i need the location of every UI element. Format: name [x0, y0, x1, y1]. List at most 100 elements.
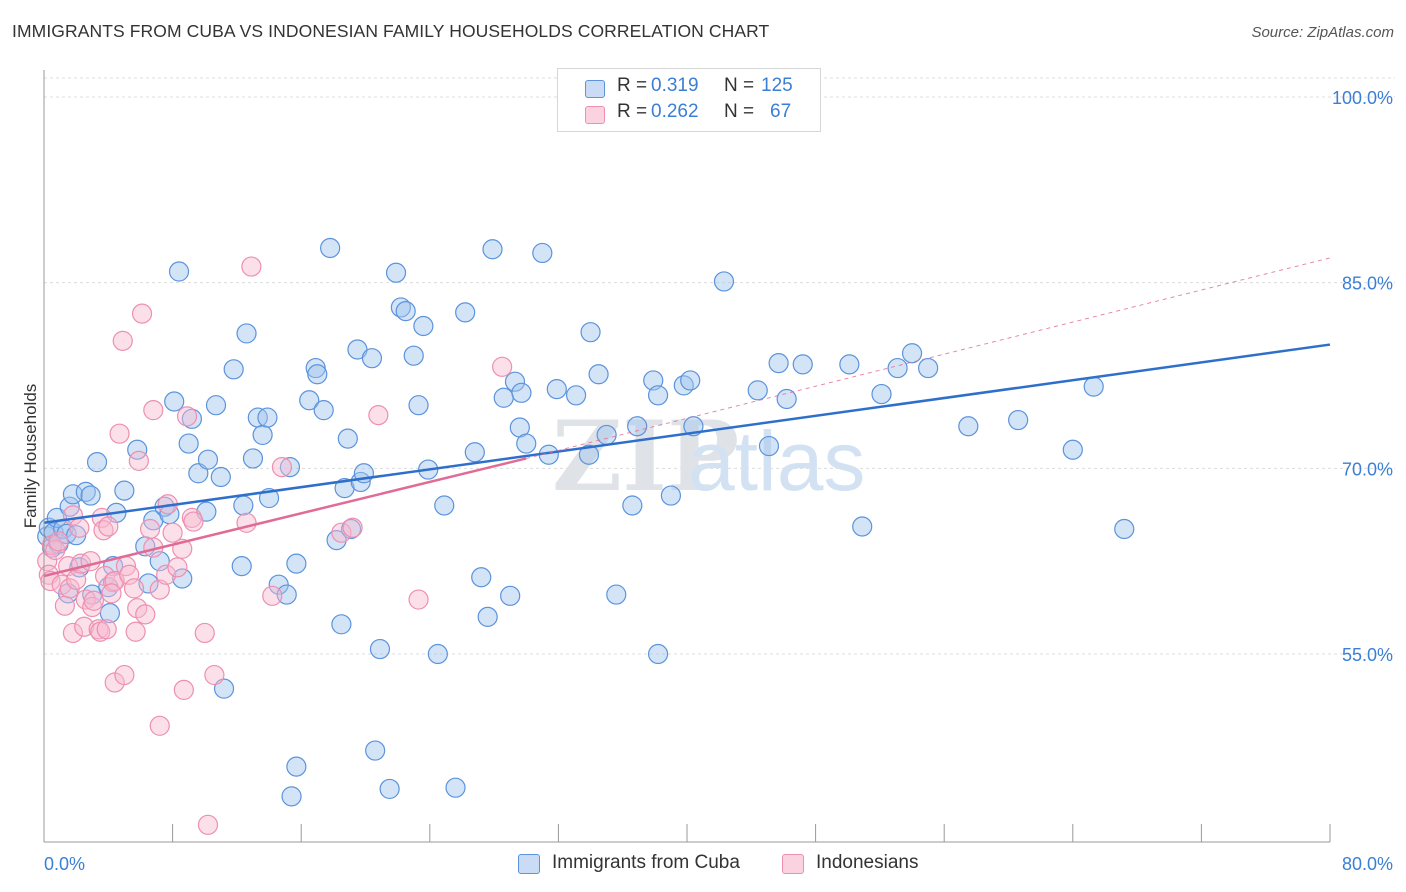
point-indonesians	[204, 664, 225, 686]
trendline-indonesians	[43, 457, 527, 578]
point-cuba	[713, 271, 735, 292]
bottom-legend-label: Immigrants from Cuba	[552, 852, 740, 873]
point-cuba	[281, 786, 302, 807]
point-cuba	[493, 387, 514, 408]
bottom-legend-swatch-blue	[518, 854, 540, 874]
legend-n-label: N =	[724, 75, 755, 96]
point-cuba	[361, 348, 383, 369]
point-indonesians	[101, 583, 122, 604]
point-cuba	[871, 383, 892, 405]
legend-box: R = 0.319 N = 125 R = 0.262 N = 67	[557, 68, 821, 132]
trendline-cuba	[43, 343, 1331, 525]
point-indonesians	[96, 619, 117, 640]
trend-layer	[43, 257, 1331, 578]
point-indonesians	[408, 589, 429, 610]
legend-n-value: 67	[770, 101, 792, 122]
point-indonesians	[162, 522, 183, 543]
x-tick-label: 0.0%	[44, 854, 85, 874]
legend-r-value: 0.262	[651, 101, 699, 122]
point-cuba	[286, 553, 307, 574]
legend-r-label: R =	[617, 101, 648, 122]
point-indonesians	[156, 564, 177, 585]
point-cuba	[80, 485, 101, 506]
point-cuba	[337, 428, 358, 449]
point-cuba	[62, 484, 84, 505]
point-indonesians	[342, 517, 363, 538]
point-cuba	[385, 262, 407, 283]
point-cuba	[379, 778, 400, 800]
point-cuba	[434, 495, 455, 516]
point-cuba	[1114, 518, 1135, 540]
point-cuba	[578, 444, 600, 465]
point-indonesians	[109, 423, 130, 444]
bottom-legend-swatch-pink	[782, 854, 804, 874]
y-tick-label: 85.0%	[1342, 274, 1393, 294]
legend-row-indonesians: R = 0.262 N = 67	[558, 101, 820, 127]
point-cuba	[482, 239, 503, 260]
point-cuba	[205, 395, 227, 416]
point-cuba	[643, 370, 664, 391]
watermark-zip: ZIP	[552, 400, 739, 513]
point-cuba	[395, 301, 416, 322]
point-cuba	[365, 740, 386, 761]
legend-row-cuba: R = 0.319 N = 125	[558, 75, 820, 101]
point-indonesians	[69, 517, 90, 538]
points-layer	[37, 237, 1135, 835]
point-cuba	[320, 237, 341, 259]
point-cuba	[99, 603, 121, 624]
legend-n-value: 125	[761, 75, 793, 96]
point-indonesians	[62, 622, 84, 644]
point-indonesians	[241, 256, 262, 277]
point-indonesians	[139, 518, 161, 540]
legend-n-label: N =	[724, 101, 755, 122]
point-cuba	[164, 391, 185, 412]
point-indonesians	[94, 565, 116, 587]
watermark-atlas: atlas	[688, 414, 865, 508]
point-indonesians	[262, 585, 283, 606]
point-indonesians	[149, 715, 170, 736]
point-cuba	[197, 449, 219, 470]
x-tick-label: 80.0%	[1342, 854, 1393, 874]
point-cuba	[768, 353, 789, 374]
point-cuba	[588, 364, 609, 385]
point-cuba	[178, 433, 199, 454]
point-indonesians	[131, 303, 153, 324]
point-indonesians	[112, 330, 133, 351]
point-cuba	[622, 495, 643, 516]
point-cuba	[504, 371, 526, 392]
point-indonesians	[114, 664, 135, 686]
point-cuba	[516, 433, 537, 454]
source-label: Source: ZipAtlas.com	[1251, 24, 1394, 41]
point-cuba	[627, 416, 648, 437]
point-cuba	[546, 379, 567, 400]
point-cuba	[532, 242, 553, 264]
point-cuba	[279, 456, 301, 478]
point-cuba	[299, 390, 320, 411]
point-indonesians	[149, 579, 170, 600]
point-cuba	[680, 370, 701, 391]
bottom-legend-label: Indonesians	[816, 852, 919, 873]
point-indonesians	[368, 405, 389, 426]
point-cuba	[276, 584, 297, 605]
point-cuba	[958, 416, 979, 437]
point-cuba	[223, 359, 244, 380]
point-cuba	[606, 584, 627, 605]
point-indonesians	[331, 522, 352, 543]
point-cuba	[471, 567, 492, 588]
point-cuba	[596, 424, 617, 446]
point-cuba	[86, 452, 108, 473]
point-cuba	[887, 357, 908, 379]
point-cuba	[114, 480, 135, 501]
point-indonesians	[135, 604, 156, 625]
y-tick-label: 100.0%	[1332, 88, 1393, 108]
point-indonesians	[127, 598, 148, 619]
legend-r-label: R =	[617, 75, 648, 96]
point-cuba	[747, 380, 768, 401]
point-cuba	[188, 463, 209, 484]
y-tick-label: 55.0%	[1342, 645, 1393, 665]
point-indonesians	[123, 578, 145, 599]
point-indonesians	[271, 456, 293, 478]
point-indonesians	[98, 516, 119, 537]
point-indonesians	[54, 595, 75, 616]
legend-swatch-blue	[585, 80, 605, 98]
